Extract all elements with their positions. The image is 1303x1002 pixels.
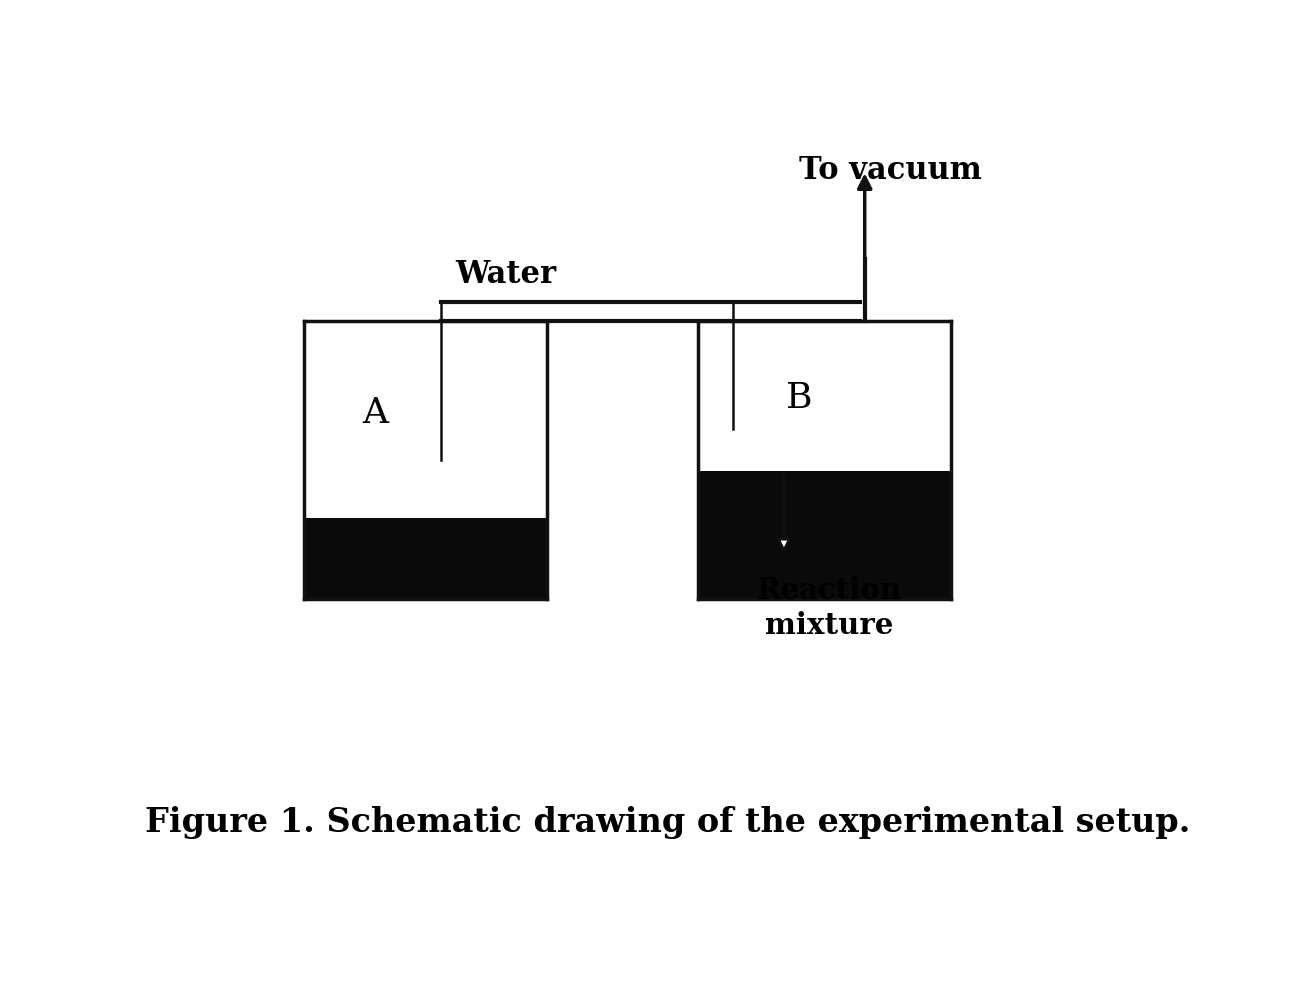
Bar	[304, 518, 547, 598]
Text: B: B	[786, 381, 812, 415]
Text: A: A	[362, 397, 388, 431]
Text: mixture: mixture	[765, 611, 894, 640]
Text: To vacuum: To vacuum	[799, 155, 981, 186]
Text: Reaction: Reaction	[757, 576, 902, 605]
Bar	[304, 321, 547, 598]
Text: Water: Water	[456, 260, 556, 290]
Text: Figure 1. Schematic drawing of the experimental setup.: Figure 1. Schematic drawing of the exper…	[145, 806, 1191, 839]
Bar	[698, 321, 951, 598]
Bar	[698, 471, 951, 598]
